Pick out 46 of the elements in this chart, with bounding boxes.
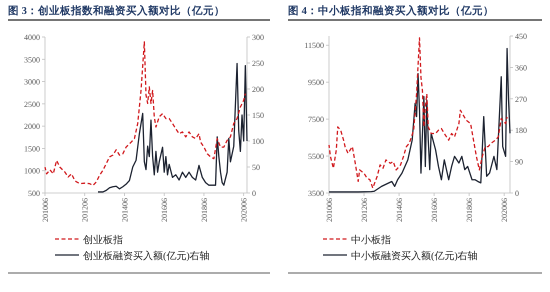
x-tick-label: 201406 xyxy=(120,198,130,222)
y2-tick-label: 360 xyxy=(515,63,527,72)
legend-label: 中小板融资买入额(亿元)右轴 xyxy=(351,250,478,262)
y-tick-label: 9500 xyxy=(308,78,324,88)
y-tick-label: 11500 xyxy=(304,41,324,50)
x-tick-label: 201006 xyxy=(41,198,50,222)
y2-tick-label: 150 xyxy=(252,111,264,120)
y-tick-label: 3500 xyxy=(308,189,324,198)
x-tick-label: 201206 xyxy=(80,198,90,222)
y2-tick-label: 50 xyxy=(252,163,260,172)
y2-tick-label: 250 xyxy=(252,59,264,68)
y-tick-label: 500 xyxy=(28,189,40,198)
y-tick-label: 4000 xyxy=(24,33,40,42)
line-series xyxy=(97,62,248,193)
y2-tick-label: 90 xyxy=(515,158,523,167)
y-tick-label: 2000 xyxy=(24,122,40,132)
chart-title: 图 4：中小板指和融资买入额对比（亿元） xyxy=(288,4,494,17)
y2-tick-label: 450 xyxy=(515,32,527,41)
x-tick-label: 201806 xyxy=(465,198,474,222)
legend-label: 创业板指 xyxy=(83,234,123,246)
y-tick-label: 1000 xyxy=(24,166,40,176)
y2-tick-label: 100 xyxy=(252,137,264,146)
legend-label: 创业板融资买入额(亿元)右轴 xyxy=(83,250,210,262)
y-tick-label: 7500 xyxy=(308,115,324,124)
y-tick-label: 1500 xyxy=(24,144,40,154)
y2-tick-label: 0 xyxy=(252,189,256,198)
x-tick-label: 201606 xyxy=(430,198,440,222)
line-series xyxy=(44,41,246,186)
x-tick-label: 201006 xyxy=(325,198,334,222)
y2-tick-label: 0 xyxy=(515,189,519,198)
chart-title: 图 3：创业板指数和融资买入额对比（亿元） xyxy=(8,4,225,17)
legend-label: 中小板指 xyxy=(351,234,391,246)
y2-tick-label: 180 xyxy=(515,126,527,136)
y2-tick-label: 270 xyxy=(515,94,527,104)
y-tick-label: 2500 xyxy=(24,100,40,109)
x-tick-label: 201406 xyxy=(395,198,404,222)
x-tick-label: 202006 xyxy=(240,198,249,222)
y2-tick-label: 300 xyxy=(252,33,264,42)
x-tick-label: 202006 xyxy=(500,198,510,222)
y-tick-label: 5500 xyxy=(308,152,324,162)
x-tick-label: 201606 xyxy=(160,198,170,222)
x-tick-label: 201806 xyxy=(200,198,209,222)
y2-tick-label: 200 xyxy=(252,85,264,94)
y-tick-label: 3500 xyxy=(24,55,40,64)
x-tick-label: 201206 xyxy=(360,198,370,222)
y-tick-label: 3000 xyxy=(24,78,40,87)
